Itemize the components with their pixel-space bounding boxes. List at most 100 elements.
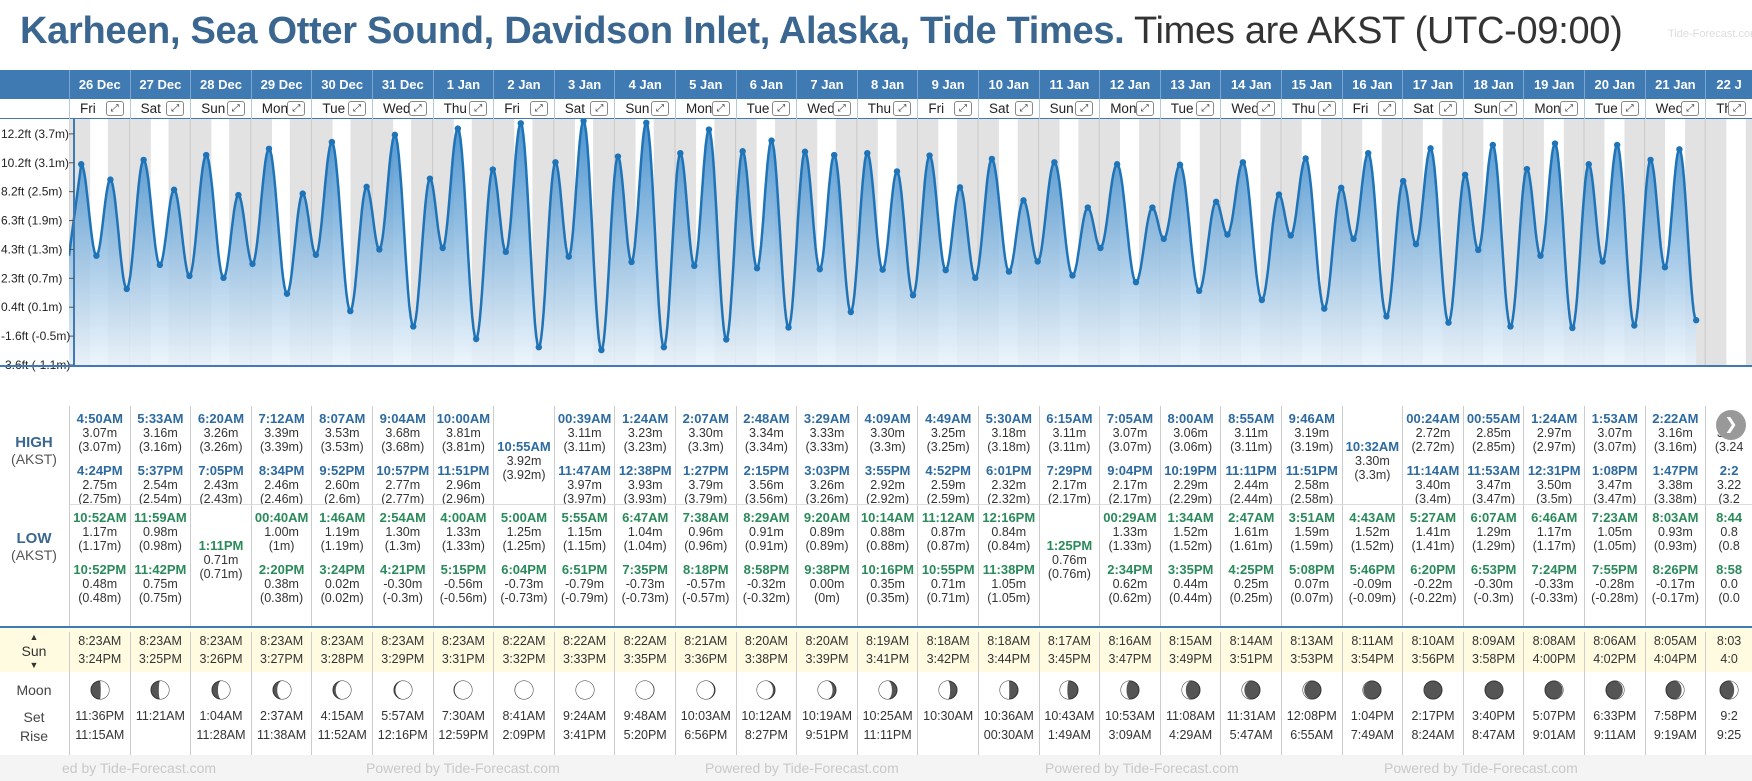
low-tide-metric: (1.19m) <box>320 539 364 553</box>
high-tide-cell: 00:39AM 3.11m (3.11m) 11:47AM 3.97m (3.97m) <box>553 406 615 504</box>
low-tide-point <box>1069 272 1076 279</box>
moonset-time: 11:36PM <box>75 709 125 723</box>
expand-day-icon[interactable]: ⤢ <box>1620 101 1639 116</box>
high-tide-point <box>1338 184 1345 192</box>
low-tide-entry: 11:42PM 0.75m (0.75m) <box>131 563 191 606</box>
low-tide-entry: 9:38PM 0.00m (0m) <box>797 563 857 606</box>
expand-day-icon[interactable]: ⤢ <box>469 101 488 116</box>
date-header: 20 Jan <box>1584 70 1645 99</box>
scroll-right-button[interactable]: ❯ <box>1716 410 1746 440</box>
expand-day-icon[interactable]: ⤢ <box>529 101 548 116</box>
expand-day-icon[interactable]: ⤢ <box>226 101 245 116</box>
weekday-cell: Tue ⤢ <box>1584 99 1645 119</box>
high-tide-metric: (3.16m) <box>1653 440 1697 454</box>
weekday-label: Sat <box>564 101 586 116</box>
low-tide-height: 1.33m <box>446 525 481 539</box>
expand-day-icon[interactable]: ⤢ <box>105 101 124 116</box>
low-tide-entry: 10:16PM 0.35m (0.35m) <box>858 563 918 606</box>
expand-day-icon[interactable]: ⤢ <box>953 101 972 116</box>
low-tide-time: 10:52PM <box>73 562 127 577</box>
low-tide-time: 10:14AM <box>860 510 915 525</box>
high-tide-point <box>1302 155 1309 162</box>
title-location: Karheen, Sea Otter Sound, Davidson Inlet… <box>20 10 1125 52</box>
low-tide-height: -0.33m <box>1534 577 1574 591</box>
high-tide-point <box>489 166 497 173</box>
high-tide-metric: (3.06m) <box>1169 440 1213 454</box>
expand-day-icon[interactable]: ⤢ <box>347 101 366 116</box>
high-tide-metric: (2.96m) <box>441 492 485 504</box>
expand-day-icon[interactable]: ⤢ <box>1559 101 1578 116</box>
high-tide-entry: 3:29AM 3.33m (3.33m) <box>797 411 857 455</box>
sun-cell: 8:15AM 3:49PM <box>1159 632 1221 672</box>
low-tide-entry: 4:25PM 0.25m (0.25m) <box>1221 563 1281 606</box>
weekday-label: Sun <box>625 101 650 116</box>
high-tide-point <box>391 131 399 139</box>
expand-day-icon[interactable]: ⤢ <box>711 101 730 116</box>
moon-cell: 6:33PM 9:11AM <box>1584 672 1645 755</box>
low-tide-metric: (0.93m) <box>1653 539 1697 553</box>
low-tide-entry: 5:55AM 1.15m (1.15m) <box>555 511 615 554</box>
high-tide-entry: 1:24AM 3.23m (3.23m) <box>615 412 675 455</box>
high-tide-height: 3.30m <box>870 426 905 440</box>
sunset-time: 3:25PM <box>138 652 182 666</box>
expand-day-icon[interactable]: ⤢ <box>1135 101 1154 116</box>
low-tide-metric: (1.52m) <box>1350 539 1394 553</box>
moon-cell: 9:2 9:25 <box>1705 672 1752 755</box>
sunrise-time: 8:23AM <box>320 634 364 648</box>
expand-day-icon[interactable]: ⤢ <box>832 101 851 116</box>
low-tide-entry: 5:00AM 1.25m (1.25m) <box>494 511 554 554</box>
sun-cell: 8:05AM 4:04PM <box>1644 632 1706 672</box>
moon-phase-icon <box>1120 680 1140 703</box>
low-tide-point <box>1412 240 1420 248</box>
expand-day-icon[interactable]: ⤢ <box>893 101 912 116</box>
expand-day-icon[interactable]: ⤢ <box>1317 101 1336 116</box>
expand-day-icon[interactable]: ⤢ <box>408 101 427 116</box>
footer-watermark: ed by Tide-Forecast.com Powered by Tide-… <box>0 755 1752 781</box>
expand-day-icon[interactable]: ⤢ <box>1196 101 1215 116</box>
low-tide-height: 0.98m <box>143 525 178 539</box>
low-tide-metric: (-0.73m) <box>621 591 669 605</box>
expand-day-icon[interactable]: ⤢ <box>1256 101 1275 116</box>
sunset-time: 3:58PM <box>1472 652 1516 666</box>
low-tide-point <box>123 285 130 293</box>
high-tide-height: 2.43m <box>203 478 239 492</box>
expand-day-icon[interactable]: ⤢ <box>772 101 791 116</box>
low-tide-cell: 11:12AM 0.87m (0.87m) 10:55PM 0.71m (0.71m) <box>917 504 978 626</box>
high-tide-entry: 8:34PM 2.46m (2.46m) <box>252 464 312 505</box>
low-tide-time: 00:29AM <box>1103 510 1157 525</box>
low-tide-height: 0.93m <box>1658 525 1693 539</box>
expand-day-icon[interactable]: ⤢ <box>166 101 185 116</box>
high-tide-metric: (3.3m) <box>687 440 724 454</box>
high-tide-height: 2.46m <box>264 478 299 492</box>
expand-day-icon[interactable]: ⤢ <box>1438 101 1457 116</box>
date-header: 18 Jan <box>1462 70 1524 99</box>
expand-day-icon[interactable]: ⤢ <box>1499 101 1518 116</box>
footer-text-3: Powered by Tide-Forecast.com <box>705 760 899 776</box>
high-tide-time: 10:57PM <box>376 463 430 478</box>
high-tide-height: 3.19m <box>1294 426 1330 440</box>
moonset-time: 4:15AM <box>320 709 364 723</box>
low-tide-point <box>347 307 354 315</box>
sun-cell: 8:14AM 3:51PM <box>1220 632 1281 672</box>
expand-day-icon[interactable]: ⤢ <box>1727 101 1746 116</box>
expand-day-icon[interactable]: ⤢ <box>590 101 609 116</box>
high-tide-metric: (3.11m) <box>1048 440 1091 454</box>
moonset-label: Set <box>23 709 45 725</box>
high-tide-time: 3:29AM <box>803 411 851 426</box>
expand-day-icon[interactable]: ⤢ <box>287 101 306 116</box>
expand-day-icon[interactable]: ⤢ <box>1075 101 1094 116</box>
sunrise-time: 8:14AM <box>1229 634 1273 648</box>
high-tide-height: 3.79m <box>688 478 724 492</box>
moonrise-time: 00:30AM <box>983 728 1034 742</box>
low-tide-point <box>186 272 193 280</box>
high-tide-metric: (2.29m) <box>1169 492 1213 504</box>
expand-day-icon[interactable]: ⤢ <box>1681 101 1700 116</box>
expand-day-icon[interactable]: ⤢ <box>1014 101 1033 116</box>
low-tide-point <box>1445 319 1452 326</box>
expand-day-icon[interactable]: ⤢ <box>1378 101 1397 116</box>
sunset-time: 3:31PM <box>441 652 485 666</box>
high-tide-height: 3.92m <box>506 454 542 468</box>
expand-day-icon[interactable]: ⤢ <box>650 101 669 116</box>
sunrise-time: 8:15AM <box>1169 634 1213 648</box>
moon-row: Moon Set Rise 11:36PM 11:15AM 11:21AM 1:04A… <box>0 672 1752 755</box>
